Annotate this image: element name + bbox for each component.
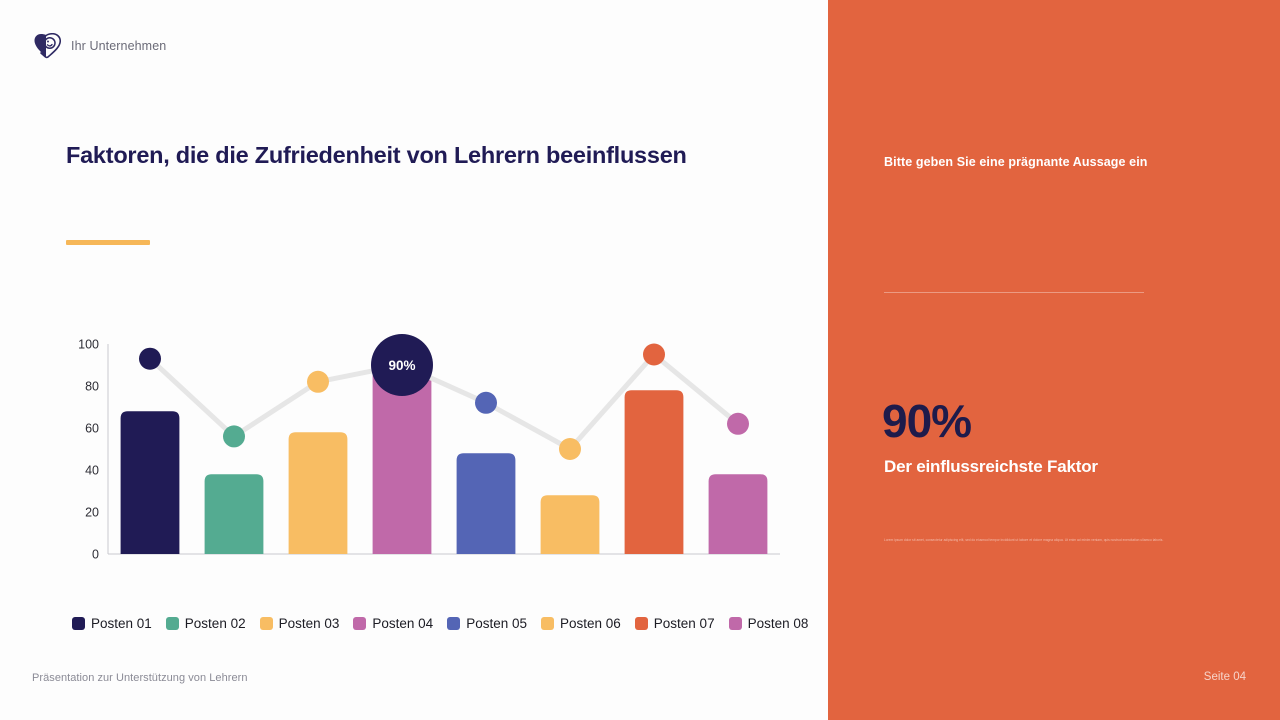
legend-label: Posten 05 [466,616,527,631]
legend-item[interactable]: Posten 01 [72,616,152,631]
y-axis-tick-label: 0 [92,548,99,562]
y-axis-tick-label: 20 [85,506,99,520]
chart-bar [456,453,516,554]
chart-line-marker [475,391,497,414]
chart-bar [540,495,600,554]
chart-line-marker [223,425,245,448]
footer-note: Präsentation zur Unterstützung von Lehre… [32,672,248,684]
legend-label: Posten 02 [184,616,246,631]
legend-item[interactable]: Posten 03 [259,616,340,631]
legend-item[interactable]: Posten 07 [634,616,715,631]
statement-divider [884,292,1144,293]
brand-name-label: Ihr Unternehmen [71,39,167,53]
heart-chat-bubble-smiley-icon [34,33,61,59]
legend-label: Posten 04 [372,616,434,631]
chart-line-marker [307,370,329,393]
chart-bar [120,411,180,554]
y-axis-tick-label: 100 [78,338,99,352]
statement-placeholder[interactable]: Bitte geben Sie eine prägnante Aussage e… [884,155,1148,169]
page-title: Faktoren, die die Zufriedenheit von Lehr… [66,142,687,168]
legend-item[interactable]: Posten 08 [728,616,809,631]
chart-line-marker [727,412,749,435]
chart-bar [624,390,684,554]
legend-item[interactable]: Posten 06 [540,616,621,631]
y-axis-tick-label: 80 [85,380,99,394]
chart-legend: Posten 01 Posten 02 Posten 03 Posten 04 Post… [72,616,808,631]
chart-bar [708,474,768,554]
legend-item[interactable]: Posten 02 [165,616,246,631]
chart-bar [372,369,432,554]
chart-line-marker [139,347,161,370]
legend-label: Posten 08 [747,616,809,631]
fine-print-text: Lorem ipsum dolor sit amet, consectetur … [884,538,1164,542]
y-axis-tick-label: 60 [85,422,99,436]
highlight-subtitle: Der einflussreichste Faktor [884,457,1098,476]
page-number: Seite 04 [1203,671,1246,683]
chart-bar [204,474,264,554]
legend-swatch-icon [259,617,273,630]
legend-label: Posten 07 [653,616,715,631]
legend-item[interactable]: Posten 05 [447,616,527,631]
chart-callout-bubble [371,334,433,396]
legend-swatch-icon [447,617,461,630]
title-accent-bar [66,240,150,245]
legend-swatch-icon [353,617,367,630]
chart-canvas: 0 20 40 60 80 100 90% [78,334,780,562]
chart-line [147,352,741,452]
chart-bar [288,432,348,554]
legend-label: Posten 01 [91,616,152,631]
combo-bar-line-chart: 0 20 40 60 80 100 90% [66,272,786,592]
highlight-big-number: 90% [882,395,972,447]
chart-callout-label: 90% [388,358,415,373]
legend-swatch-icon [634,617,648,630]
chart-line-marker [643,343,665,366]
legend-item[interactable]: Posten 04 [353,616,433,631]
y-axis-tick-label: 40 [85,464,99,478]
legend-swatch-icon [540,617,554,630]
legend-label: Posten 03 [278,616,340,631]
chart-line-marker [559,438,581,460]
legend-label: Posten 06 [559,616,621,631]
right-accent-panel: Bitte geben Sie eine prägnante Aussage e… [828,0,1280,720]
brand-header[interactable]: Ihr Unternehmen [34,33,166,59]
legend-swatch-icon [72,617,85,630]
legend-swatch-icon [165,617,179,630]
legend-swatch-icon [728,617,742,630]
